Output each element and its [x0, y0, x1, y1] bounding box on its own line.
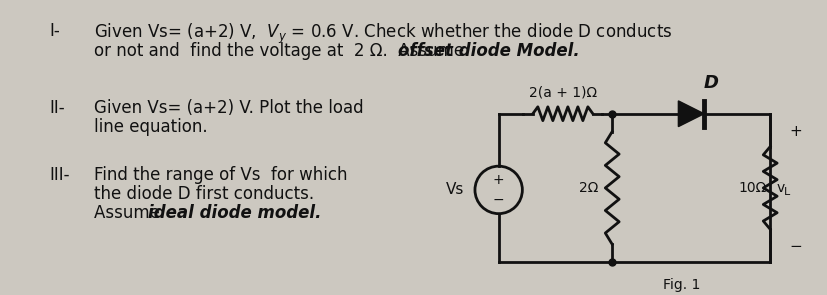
Text: Find the range of Vs  for which: Find the range of Vs for which	[93, 166, 347, 184]
Text: −: −	[789, 239, 801, 254]
Text: line equation.: line equation.	[93, 118, 208, 136]
Text: +: +	[789, 124, 801, 139]
Text: Given Vs= (a+2) V,  $V_y$ = 0.6 V. Check whether the diode D conducts: Given Vs= (a+2) V, $V_y$ = 0.6 V. Check …	[93, 22, 672, 46]
Text: Vs: Vs	[445, 182, 464, 197]
Text: the diode D first conducts.: the diode D first conducts.	[93, 185, 313, 203]
Text: L: L	[783, 187, 789, 197]
Text: +: +	[492, 173, 504, 187]
Text: Fig. 1: Fig. 1	[662, 278, 699, 292]
Text: −: −	[492, 193, 504, 207]
Text: offset diode Model.: offset diode Model.	[398, 42, 579, 60]
Text: II-: II-	[50, 99, 65, 117]
Text: or not and  find the voltage at  2 Ω.  Assume: or not and find the voltage at 2 Ω. Assu…	[93, 42, 469, 60]
Text: I-: I-	[50, 22, 60, 40]
Text: 2(a + 1)Ω: 2(a + 1)Ω	[528, 86, 596, 100]
Text: 10Ω: 10Ω	[737, 181, 765, 195]
Text: Given Vs= (a+2) V. Plot the load: Given Vs= (a+2) V. Plot the load	[93, 99, 363, 117]
Text: v: v	[775, 181, 783, 195]
Text: III-: III-	[50, 166, 69, 184]
Text: 2Ω: 2Ω	[578, 181, 598, 195]
Text: D: D	[703, 74, 718, 92]
Text: Assume: Assume	[93, 204, 165, 222]
Polygon shape	[677, 101, 703, 127]
Text: ideal diode model.: ideal diode model.	[148, 204, 321, 222]
